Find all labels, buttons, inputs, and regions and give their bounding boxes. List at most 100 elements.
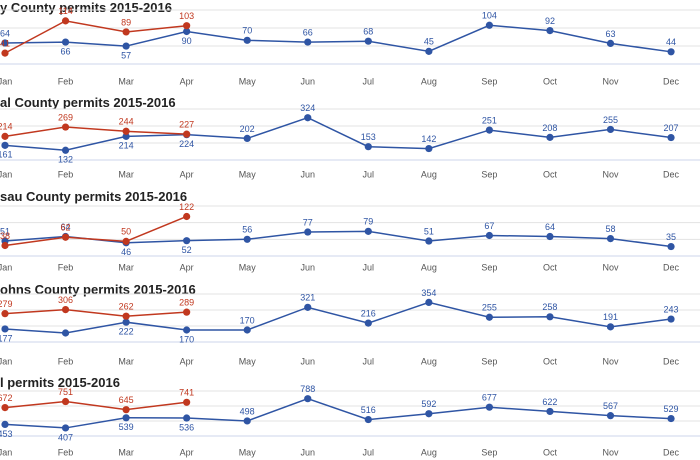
data-label: 92 [545, 16, 555, 26]
data-label: 67 [484, 221, 494, 231]
point [61, 306, 70, 314]
data-label: 122 [179, 202, 194, 212]
data-label: 202 [240, 124, 255, 134]
data-label: 645 [119, 395, 134, 405]
point [304, 303, 312, 311]
data-label: 324 [300, 103, 315, 113]
x-tick-label: Mar [118, 447, 134, 457]
chart-title: ohns County permits 2015-2016 [0, 282, 196, 297]
point [1, 403, 9, 412]
point [61, 123, 70, 131]
point [1, 39, 9, 47]
point [364, 415, 372, 424]
x-tick-label: Nov [602, 356, 619, 366]
x-tick-label: Aug [421, 447, 437, 457]
series-line [4, 24, 672, 53]
point [485, 403, 493, 411]
x-tick-label: Dec [663, 76, 680, 86]
data-label: 354 [421, 288, 436, 298]
point [183, 27, 191, 36]
data-label: 51 [424, 226, 434, 236]
data-label: 177 [0, 333, 13, 343]
data-label: 741 [179, 388, 194, 398]
data-label: 258 [542, 302, 557, 312]
data-label: 41 [0, 39, 10, 49]
x-tick-label: Jul [363, 262, 375, 272]
series-line [4, 230, 672, 248]
data-label: 216 [361, 308, 376, 318]
x-tick-label: Jul [363, 356, 375, 366]
point [183, 130, 191, 138]
x-tick-label: Mar [118, 76, 134, 86]
x-tick-label: Jan [0, 447, 12, 457]
x-tick-label: Oct [543, 447, 558, 457]
series-line [4, 301, 672, 334]
x-tick-label: Apr [180, 447, 194, 457]
data-label: 170 [179, 334, 194, 344]
data-label: 62 [61, 223, 71, 233]
point [304, 228, 312, 236]
x-tick-label: Dec [663, 356, 680, 366]
point [1, 420, 9, 428]
data-label: 592 [421, 399, 436, 409]
data-label: 208 [542, 123, 557, 133]
x-tick-label: Jan [0, 169, 12, 179]
point [61, 17, 70, 25]
series-line [4, 397, 672, 429]
data-label: 51 [0, 226, 10, 236]
point [425, 237, 433, 245]
data-label: 45 [424, 37, 434, 47]
data-label: 751 [58, 387, 73, 397]
x-tick-label: Oct [543, 76, 558, 86]
point [61, 38, 70, 46]
x-tick-label: Sep [481, 356, 497, 366]
data-label: 498 [240, 406, 255, 416]
point [183, 308, 191, 316]
data-label: 269 [58, 112, 73, 122]
series-line [4, 116, 672, 152]
data-label: 244 [119, 117, 134, 127]
data-label: 38 [0, 231, 10, 241]
point [546, 26, 554, 35]
data-label: 64 [61, 222, 71, 232]
x-tick-label: May [239, 76, 257, 86]
point [485, 21, 493, 29]
data-label: 224 [179, 139, 194, 149]
data-label: 104 [482, 11, 497, 21]
data-label: 170 [240, 315, 255, 325]
x-tick-label: Mar [118, 169, 134, 179]
point [546, 407, 554, 416]
point [183, 326, 191, 334]
x-tick-label: Mar [118, 262, 134, 272]
point [243, 36, 251, 44]
point [243, 235, 251, 243]
data-label: 677 [482, 393, 497, 403]
point [364, 227, 372, 235]
point [606, 125, 615, 134]
data-label: 622 [542, 397, 557, 407]
x-tick-label: Nov [602, 76, 619, 86]
data-label: 536 [179, 422, 194, 432]
chart-title: al County permits 2015-2016 [0, 95, 176, 110]
point [485, 126, 493, 134]
series-line [4, 20, 187, 54]
data-label: 567 [603, 401, 618, 411]
data-label: 516 [361, 405, 376, 415]
data-label: 79 [363, 217, 373, 227]
x-tick-label: Jan [0, 356, 12, 366]
x-tick-label: Jan [0, 262, 12, 272]
point [425, 410, 433, 418]
x-tick-label: Sep [481, 169, 497, 179]
data-label: 321 [300, 293, 315, 303]
point [183, 398, 191, 406]
data-label: 222 [119, 327, 134, 337]
point [122, 132, 130, 140]
point [606, 235, 615, 243]
data-label: 153 [361, 132, 376, 142]
x-tick-label: Aug [421, 262, 437, 272]
x-tick-label: Jun [300, 447, 315, 457]
x-tick-label: Jan [0, 76, 12, 86]
x-tick-label: Mar [118, 356, 134, 366]
x-tick-label: Sep [481, 76, 497, 86]
